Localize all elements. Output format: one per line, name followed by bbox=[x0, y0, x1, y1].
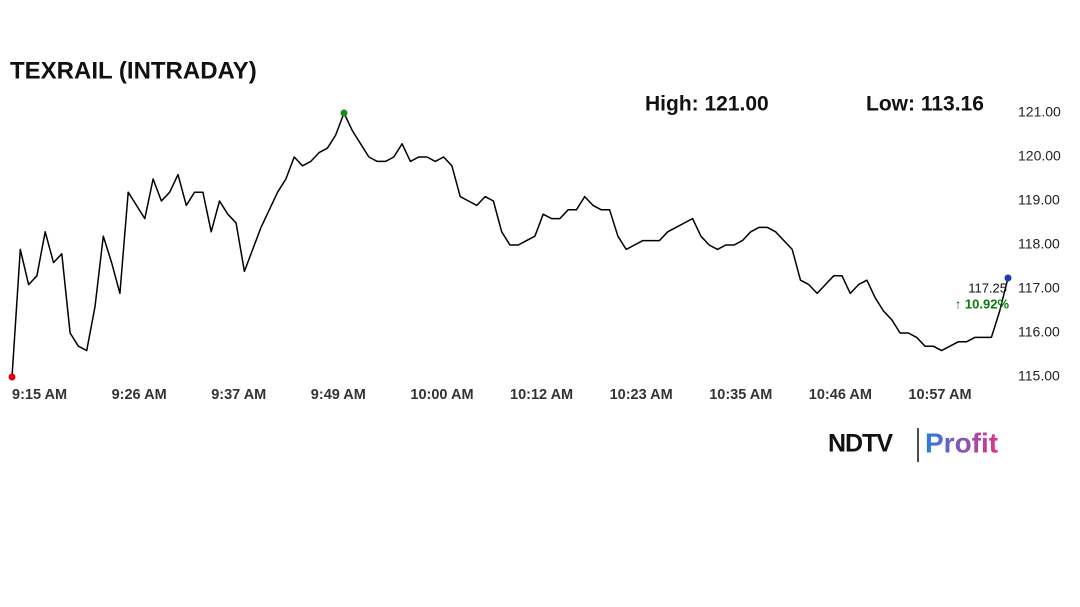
x-tick-label: 9:15 AM bbox=[12, 387, 67, 403]
change-label: ↑ 10.92% bbox=[955, 296, 1010, 311]
high-marker bbox=[340, 109, 348, 117]
x-tick-label: 9:37 AM bbox=[211, 387, 266, 403]
low-label: Low: 113.16 bbox=[866, 93, 984, 116]
x-tick-label: 9:49 AM bbox=[311, 387, 366, 403]
x-tick-label: 10:35 AM bbox=[709, 387, 772, 403]
logo-product: Profit bbox=[925, 427, 998, 458]
logo-brand: NDTV bbox=[828, 430, 893, 458]
start-marker bbox=[8, 373, 16, 381]
y-tick-label: 121.00 bbox=[1018, 104, 1061, 120]
end-marker bbox=[1004, 274, 1012, 282]
x-tick-label: 10:12 AM bbox=[510, 387, 573, 403]
x-tick-label: 10:57 AM bbox=[908, 387, 971, 403]
y-tick-label: 118.00 bbox=[1018, 236, 1060, 252]
chart-title: TEXRAIL (INTRADAY) bbox=[10, 57, 257, 84]
y-tick-label: 116.00 bbox=[1018, 324, 1060, 340]
x-tick-label: 10:46 AM bbox=[809, 387, 872, 403]
x-tick-label: 10:23 AM bbox=[610, 387, 673, 403]
y-tick-label: 115.00 bbox=[1018, 368, 1060, 384]
last-value-label: 117.25 bbox=[968, 280, 1007, 295]
high-label: High: 121.00 bbox=[645, 93, 769, 116]
x-tick-label: 10:00 AM bbox=[410, 387, 473, 403]
y-tick-label: 119.00 bbox=[1018, 192, 1060, 208]
y-tick-label: 120.00 bbox=[1018, 148, 1061, 164]
y-tick-label: 117.00 bbox=[1018, 280, 1060, 296]
x-tick-label: 9:26 AM bbox=[112, 387, 167, 403]
price-line bbox=[11, 112, 1009, 378]
